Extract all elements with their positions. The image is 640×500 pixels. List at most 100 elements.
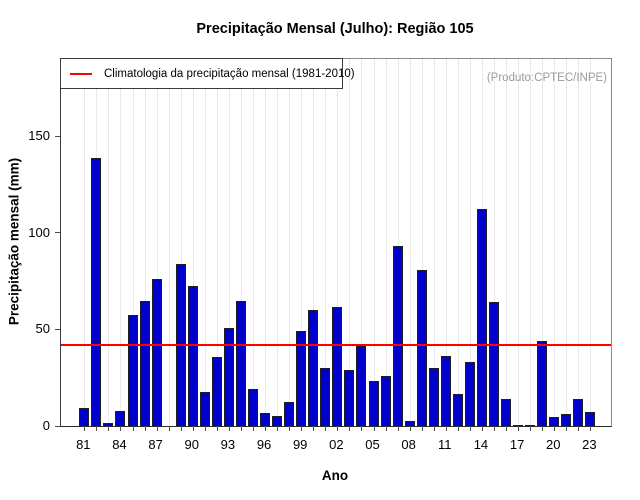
- bar-05: [368, 380, 379, 426]
- gridline-16: [506, 59, 508, 426]
- bar-96: [260, 413, 271, 426]
- x-tick-98: [289, 426, 291, 431]
- x-tick-05: [373, 426, 375, 431]
- plot-area: Climatologia da precipitação mensal (198…: [55, 58, 612, 431]
- gridline-15: [494, 59, 495, 426]
- gridline-90: [192, 59, 194, 426]
- gridline-85: [132, 59, 134, 426]
- gridline-08: [409, 59, 411, 426]
- x-tick-82: [96, 426, 98, 431]
- gridline-07: [397, 59, 399, 426]
- gridline-18: [530, 59, 532, 426]
- bar-95: [248, 389, 258, 426]
- x-tick-04: [361, 426, 363, 431]
- gridline-92: [216, 59, 218, 426]
- gridline-97: [277, 59, 279, 426]
- x-tick-88: [168, 426, 170, 431]
- bar-82: [91, 157, 102, 426]
- bar-19: [537, 341, 548, 426]
- y-tick-150: [55, 135, 60, 137]
- x-tick-19: [542, 426, 544, 431]
- x-axis-title: Ano: [321, 468, 349, 483]
- bar-86: [139, 301, 150, 426]
- gridline-94: [240, 59, 242, 426]
- bar-17: [513, 424, 524, 426]
- x-tick-08: [409, 426, 411, 431]
- bar-81: [79, 407, 90, 426]
- x-tick-label-87: 87: [148, 437, 163, 452]
- x-tick-17: [518, 426, 520, 431]
- gridline-02: [337, 59, 339, 426]
- gridline-05: [373, 59, 375, 426]
- x-tick-label-17: 17: [509, 437, 525, 452]
- bar-20: [549, 417, 560, 426]
- bar-92: [211, 357, 222, 426]
- x-tick-label-81: 81: [76, 437, 91, 452]
- gridline-21: [566, 59, 568, 426]
- gridline-84: [120, 59, 122, 426]
- bar-08: [404, 421, 415, 426]
- bar-98: [284, 401, 295, 426]
- x-tick-18: [530, 426, 532, 431]
- gridline-89: [180, 59, 182, 426]
- x-tick-label-05: 05: [365, 437, 380, 452]
- gridline-10: [433, 59, 435, 426]
- x-tick-16: [506, 426, 508, 431]
- x-tick-label-20: 20: [546, 437, 561, 452]
- x-tick-label-93: 93: [220, 437, 236, 452]
- x-tick-86: [144, 426, 146, 431]
- gridline-99: [301, 59, 303, 426]
- x-tick-89: [180, 426, 182, 431]
- x-tick-90: [192, 426, 194, 431]
- chart-title: Precipitação Mensal (Julho): Região 105: [196, 21, 474, 37]
- bar-90: [187, 285, 198, 426]
- produto-annotation: (Produto:CPTEC/INPE): [486, 72, 607, 84]
- x-tick-84: [120, 426, 122, 431]
- legend-box: Climatologia da precipitação mensal (198…: [60, 58, 355, 89]
- x-tick-92: [216, 426, 218, 431]
- x-tick-22: [578, 426, 580, 431]
- x-tick-81: [84, 426, 86, 431]
- x-tick-label-99: 99: [292, 437, 308, 452]
- bar-23: [585, 412, 596, 426]
- x-tick-03: [349, 426, 351, 431]
- bar-06: [380, 375, 391, 426]
- x-tick-91: [204, 426, 206, 431]
- x-tick-96: [265, 426, 267, 431]
- y-tick-label-0: 0: [42, 418, 50, 433]
- x-tick-94: [240, 426, 242, 431]
- x-tick-01: [325, 426, 327, 431]
- bar-12: [452, 394, 463, 426]
- bar-03: [344, 369, 355, 426]
- x-tick-99: [301, 426, 303, 431]
- x-tick-93: [228, 426, 230, 431]
- gridline-19: [542, 59, 544, 426]
- x-tick-label-84: 84: [112, 437, 127, 452]
- bar-87: [151, 279, 162, 426]
- x-tick-11: [445, 426, 447, 431]
- x-tick-09: [421, 426, 423, 431]
- x-tick-label-90: 90: [184, 437, 199, 452]
- gridline-91: [204, 59, 206, 426]
- x-tick-95: [253, 426, 254, 431]
- gridline-09: [421, 59, 423, 426]
- bar-99: [296, 331, 307, 426]
- bar-93: [223, 328, 234, 426]
- bar-16: [501, 398, 512, 426]
- x-tick-20: [554, 426, 556, 431]
- y-tick-100: [55, 232, 60, 234]
- bar-01: [320, 368, 331, 426]
- bar-94: [235, 301, 246, 426]
- x-tick-97: [277, 426, 279, 431]
- bar-91: [199, 392, 210, 426]
- x-tick-00: [313, 426, 315, 431]
- x-tick-label-96: 96: [256, 437, 272, 452]
- y-tick-0: [55, 425, 60, 427]
- gridline-93: [228, 59, 230, 426]
- legend-label: Climatologia da precipitação mensal (198…: [104, 67, 355, 80]
- gridline-98: [289, 59, 291, 426]
- x-tick-83: [108, 426, 110, 431]
- gridline-04: [361, 59, 363, 426]
- gridline-00: [313, 59, 315, 426]
